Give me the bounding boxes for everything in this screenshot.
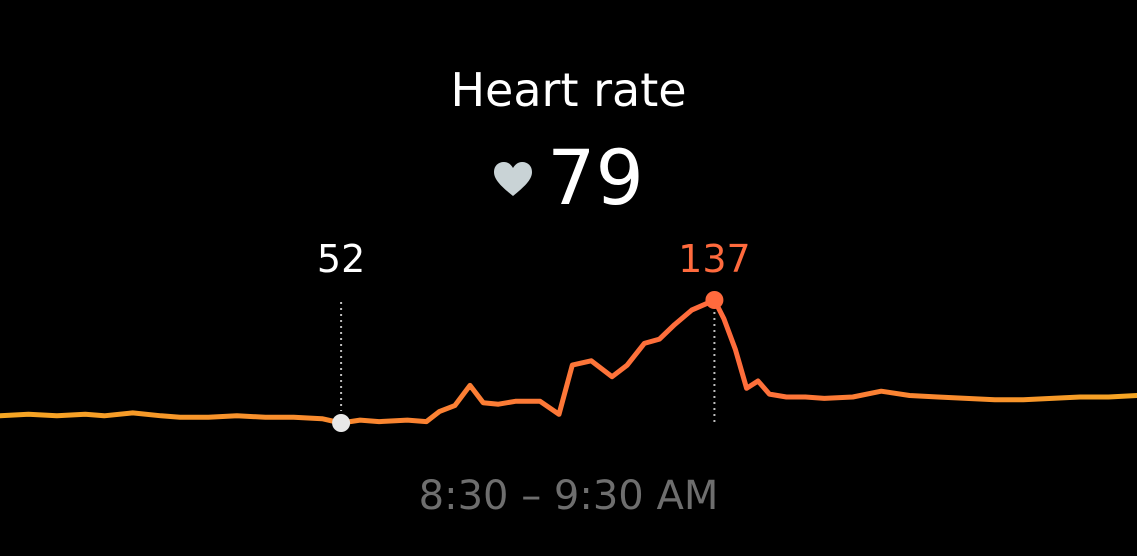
max-value-label: 137 <box>678 237 751 281</box>
time-range-label: 8:30 – 9:30 AM <box>418 473 719 519</box>
min-point <box>332 414 351 432</box>
max-point <box>705 291 724 309</box>
heart-icon <box>494 162 533 196</box>
page-title: Heart rate <box>450 63 687 117</box>
heart-rate-series-line <box>0 297 1137 426</box>
current-heart-rate: 79 <box>0 136 1137 220</box>
current-heart-rate-value: 79 <box>547 133 644 222</box>
min-value-label: 52 <box>317 237 365 281</box>
